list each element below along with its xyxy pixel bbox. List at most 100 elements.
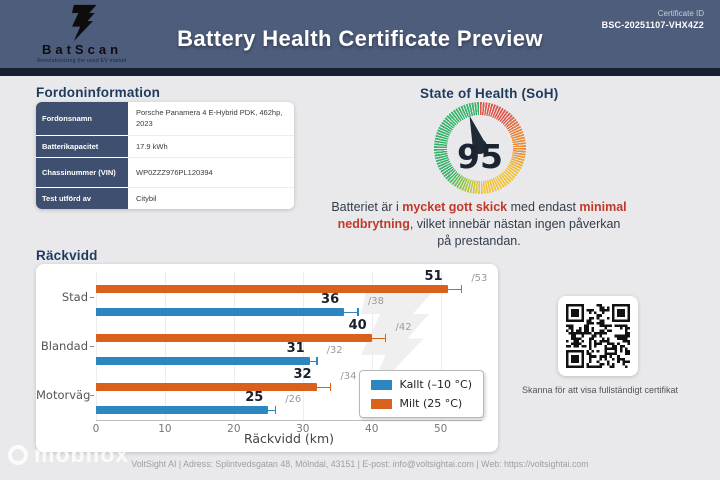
certificate-id-label: Certificate ID xyxy=(657,9,704,18)
row-value: WP0ZZZ976PL120394 xyxy=(128,157,294,188)
brand-name: BatScan xyxy=(41,42,123,57)
bar-value-label: 31 xyxy=(286,341,305,356)
whisker-cap xyxy=(315,357,318,366)
error-whisker xyxy=(371,334,387,343)
vehicle-info-table: Fordonsnamn Porsche Panamera 4 E-Hybrid … xyxy=(36,102,294,209)
range-chart-heading: Räckvidd xyxy=(36,248,98,263)
range-bar xyxy=(96,383,317,391)
gridline xyxy=(302,272,304,420)
certificate-id-block: Certificate ID BSC-20251107-VHX4Z2 xyxy=(602,9,704,30)
vehicle-info-heading: Fordoninformation xyxy=(36,85,161,100)
range-bar xyxy=(96,308,345,316)
soh-description: Batteriet är i mycket gott skick med end… xyxy=(331,200,627,248)
category-tick xyxy=(90,345,94,347)
row-label: Batterikapacitet xyxy=(36,135,128,158)
header-bar: BatScan Revolutionizing the used EV mark… xyxy=(0,0,720,68)
mobilox-text: mobilox xyxy=(34,441,130,467)
legend-swatch-orange xyxy=(370,398,392,409)
bar-row: 31/32 xyxy=(96,341,482,367)
soh-gauge: 95 xyxy=(434,102,526,194)
bar-upper-label: /26 xyxy=(285,393,302,405)
bar-upper-label: /42 xyxy=(395,321,412,333)
bar-row: 51/53 xyxy=(96,269,487,295)
gridline xyxy=(96,272,97,420)
bar-group: Stad 51/53 36/38 xyxy=(62,269,487,321)
x-tick-label: 10 xyxy=(158,423,172,435)
table-row: Chassinummer (VIN) WP0ZZZ976PL120394 xyxy=(36,157,294,188)
bar-row: 40/42 xyxy=(96,318,482,344)
category-tick xyxy=(90,296,94,298)
qr-code xyxy=(565,303,630,368)
qr-card xyxy=(558,296,638,376)
gridline xyxy=(233,272,235,420)
bar-upper-label: /32 xyxy=(326,344,343,356)
range-bar xyxy=(96,406,269,414)
bar-group: Blandad 40/42 31/32 xyxy=(41,318,482,370)
gridline xyxy=(164,272,166,420)
batscan-bolt-icon xyxy=(72,4,97,42)
soh-heading: State of Health (SoH) xyxy=(420,86,559,101)
legend-label: Milt (25 °C) xyxy=(399,397,463,410)
range-bar xyxy=(96,334,372,342)
whisker-cap xyxy=(329,383,332,392)
bar-value-label: 32 xyxy=(293,367,312,382)
x-axis-label: Räckvidd (km) xyxy=(243,431,335,446)
bar-upper-label: /34 xyxy=(340,370,357,382)
mobilox-watermark: mobilox xyxy=(8,441,129,468)
range-chart-card: 0 10 20 30 40 50 Stad 51/53 36/38 Blandad 40/42 31/… xyxy=(36,264,498,452)
whisker-cap xyxy=(357,308,359,317)
mobilox-ring-icon xyxy=(8,444,28,465)
row-label: Chassinummer (VIN) xyxy=(36,157,128,188)
whisker-cap xyxy=(384,334,387,343)
chart-legend: Kallt (–10 °C) Milt (25 °C) xyxy=(358,370,484,418)
header-divider xyxy=(0,68,720,76)
legend-swatch-blue xyxy=(370,379,392,390)
row-label: Fordonsnamn xyxy=(36,102,128,136)
qr-caption: Skanna för att visa fullständigt certifi… xyxy=(521,385,679,395)
category-label: Stad xyxy=(61,289,88,304)
error-whisker xyxy=(309,357,318,366)
range-bar xyxy=(96,357,310,365)
bar-upper-label: /53 xyxy=(471,272,488,284)
row-value: 17.9 kWh xyxy=(128,135,294,158)
error-whisker xyxy=(447,285,463,294)
x-tick-label: 30 xyxy=(296,423,310,435)
table-row: Batterikapacitet 17.9 kWh xyxy=(36,135,294,158)
bar-value-label: 40 xyxy=(348,318,367,333)
bar-row: 36/38 xyxy=(96,292,482,318)
x-tick-label: 50 xyxy=(433,423,448,435)
gauge-needle-icon xyxy=(469,115,488,155)
error-whisker xyxy=(268,406,277,415)
range-bar xyxy=(96,285,448,293)
page-title: Battery Health Certificate Preview xyxy=(177,26,543,51)
table-row: Fordonsnamn Porsche Panamera 4 E-Hybrid … xyxy=(36,102,294,136)
gridline xyxy=(440,272,442,420)
whisker-cap xyxy=(274,406,277,415)
category-tick xyxy=(90,394,94,396)
error-whisker xyxy=(316,383,332,392)
table-row: Test utförd av Citybil xyxy=(36,187,294,209)
footer-text: VoltSight AI | Adress: Splintvedsgatan 4… xyxy=(131,459,589,469)
row-value: Porsche Panamera 4 E-Hybrid PDK, 462hp, … xyxy=(128,102,294,136)
soh-value: 95 xyxy=(457,136,503,176)
bar-row: 25/26 xyxy=(96,390,482,416)
x-tick-label: 20 xyxy=(227,423,241,435)
error-whisker xyxy=(344,308,359,317)
whisker-cap xyxy=(460,285,463,294)
bar-upper-label: /38 xyxy=(367,295,385,307)
brand-tagline: Revolutionizing the used EV market xyxy=(37,58,127,64)
category-label: Motorväg xyxy=(36,387,91,402)
range-chart-plot: 0 10 20 30 40 50 Stad 51/53 36/38 Blandad 40/42 31/… xyxy=(36,269,487,435)
legend-item-cold: Kallt (–10 °C) xyxy=(370,378,472,391)
certificate-id-value: BSC-20251107-VHX4Z2 xyxy=(601,20,704,30)
row-value: Citybil xyxy=(128,187,294,209)
bar-value-label: 51 xyxy=(424,269,443,284)
bar-value-label: 36 xyxy=(321,292,340,307)
batscan-logo-block: BatScan Revolutionizing the used EV mark… xyxy=(22,3,142,64)
legend-label: Kallt (–10 °C) xyxy=(399,378,472,391)
row-label: Test utförd av xyxy=(36,187,128,209)
bar-group: Motorväg 32/34 25/26 xyxy=(36,367,482,419)
bar-row: 32/34 xyxy=(96,367,482,393)
category-label: Blandad xyxy=(40,338,88,353)
